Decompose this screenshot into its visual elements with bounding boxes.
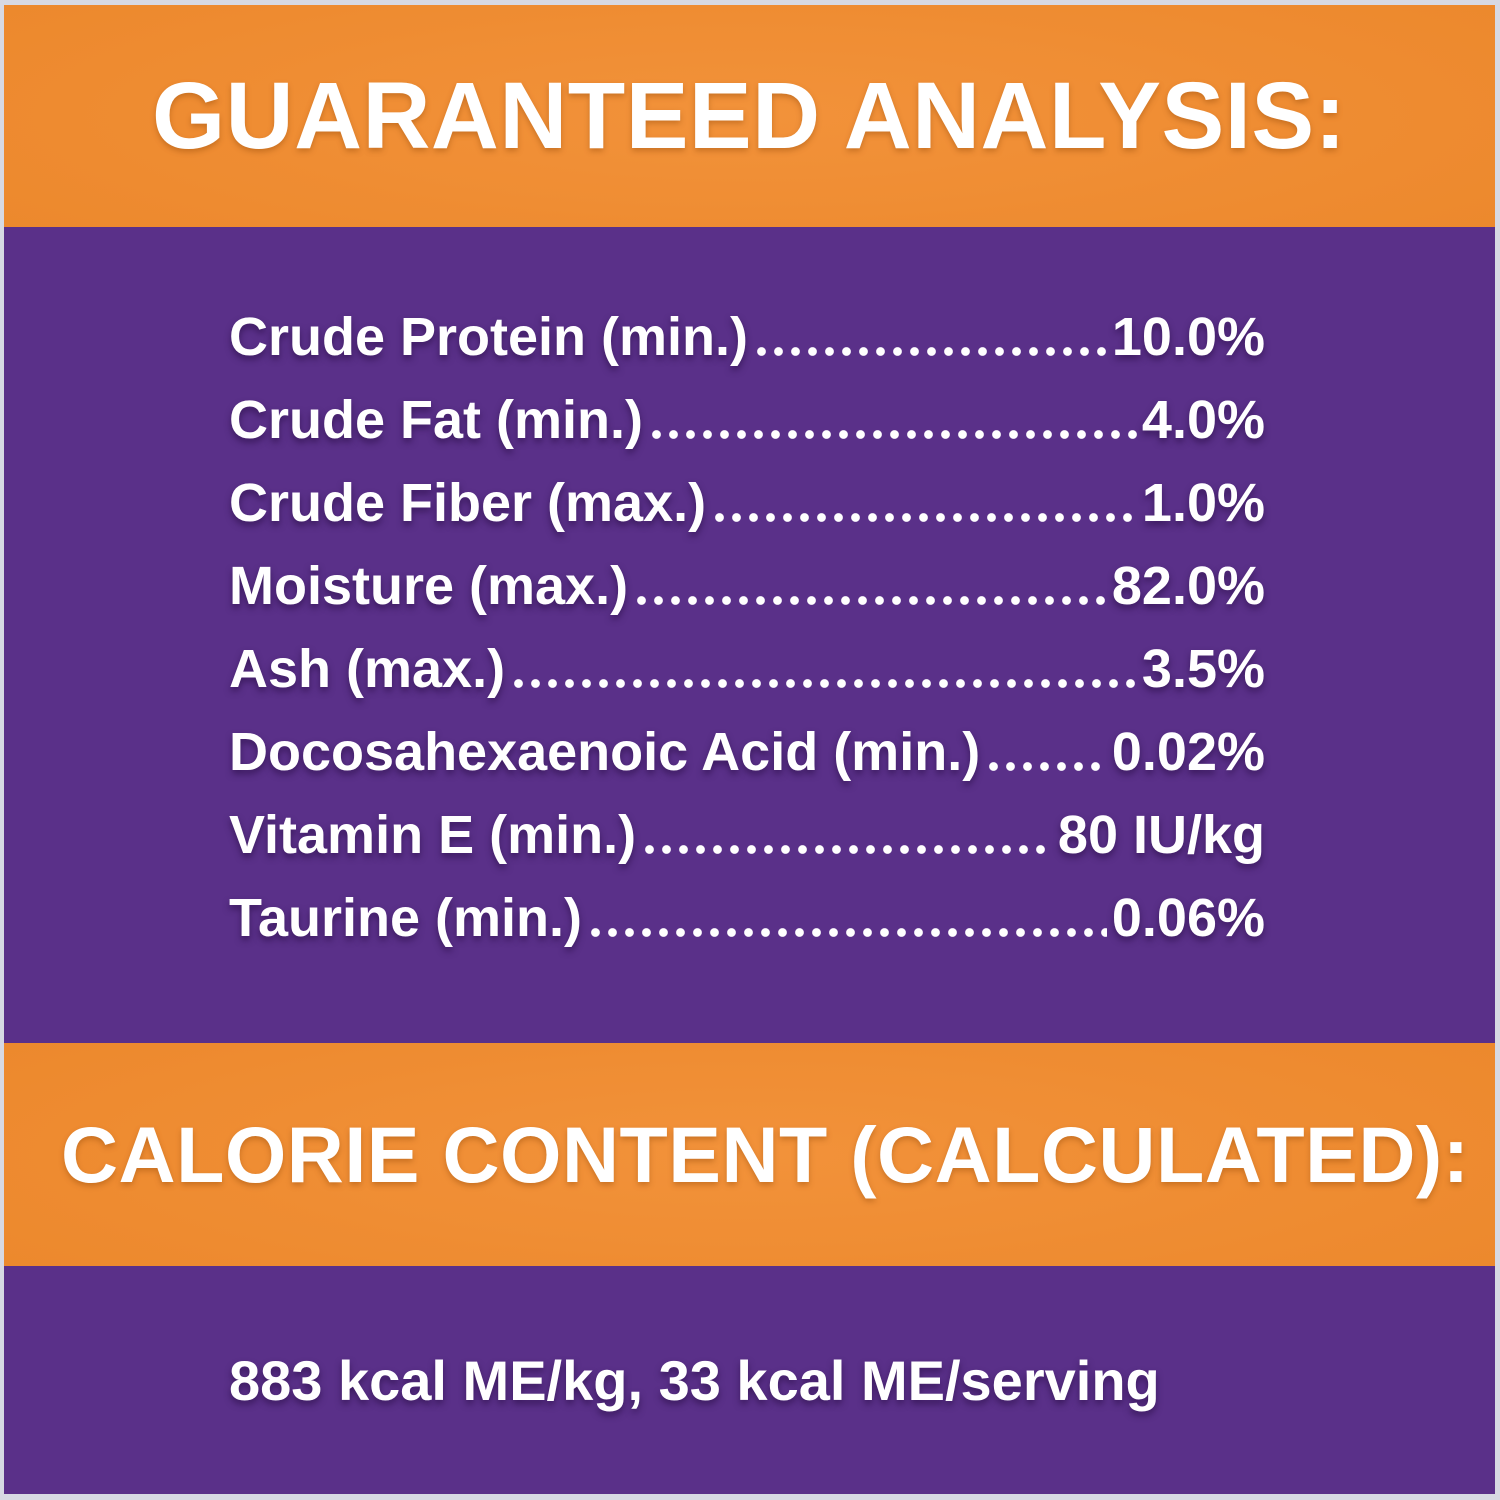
guaranteed-analysis-header-band: GUARANTEED ANALYSIS: (4, 5, 1495, 227)
calorie-content-value-band: 883 kcal ME/kg, 33 kcal ME/serving (4, 1266, 1495, 1494)
analysis-value: 80 IU/kg (1057, 805, 1265, 865)
analysis-value: 0.02% (1111, 722, 1265, 782)
analysis-label: Taurine (min.) (229, 888, 583, 948)
dot-leader (985, 761, 1107, 772)
analysis-row-crude-fat: Crude Fat (min.) 4.0% (229, 379, 1265, 462)
analysis-value: 4.0% (1141, 390, 1265, 450)
dot-leader (711, 512, 1137, 523)
guaranteed-analysis-table: Crude Protein (min.) 10.0% Crude Fat (mi… (4, 227, 1495, 1043)
analysis-label: Ash (max.) (229, 639, 506, 699)
analysis-label: Crude Fat (min.) (229, 390, 643, 450)
dot-leader (753, 346, 1107, 357)
calorie-content-value: 883 kcal ME/kg, 33 kcal ME/serving (229, 1348, 1160, 1412)
pet-food-nutrition-label: GUARANTEED ANALYSIS: Crude Protein (min.… (4, 5, 1495, 1494)
analysis-label: Vitamin E (min.) (229, 805, 637, 865)
dot-leader (648, 429, 1137, 440)
dot-leader (587, 927, 1107, 938)
analysis-row-ash: Ash (max.) 3.5% (229, 628, 1265, 711)
analysis-value: 0.06% (1111, 888, 1265, 948)
analysis-row-taurine: Taurine (min.) 0.06% (229, 877, 1265, 960)
analysis-label: Moisture (max.) (229, 556, 629, 616)
analysis-value: 1.0% (1141, 473, 1265, 533)
analysis-value: 3.5% (1141, 639, 1265, 699)
analysis-value: 10.0% (1111, 307, 1265, 367)
analysis-row-vitamin-e: Vitamin E (min.) 80 IU/kg (229, 794, 1265, 877)
analysis-row-docosahexaenoic-acid: Docosahexaenoic Acid (min.) 0.02% (229, 711, 1265, 794)
analysis-row-crude-fiber: Crude Fiber (max.) 1.0% (229, 462, 1265, 545)
calorie-content-title: CALORIE CONTENT (CALCULATED): (61, 1109, 1470, 1199)
analysis-label: Crude Protein (min.) (229, 307, 749, 367)
calorie-content-header-band: CALORIE CONTENT (CALCULATED): (4, 1043, 1495, 1266)
analysis-label: Docosahexaenoic Acid (min.) (229, 722, 981, 782)
analysis-label: Crude Fiber (max.) (229, 473, 707, 533)
guaranteed-analysis-title: GUARANTEED ANALYSIS: (152, 62, 1347, 169)
analysis-value: 82.0% (1111, 556, 1265, 616)
dot-leader (641, 844, 1053, 855)
dot-leader (510, 678, 1137, 689)
analysis-row-crude-protein: Crude Protein (min.) 10.0% (229, 296, 1265, 379)
analysis-row-moisture: Moisture (max.) 82.0% (229, 545, 1265, 628)
dot-leader (633, 595, 1107, 606)
